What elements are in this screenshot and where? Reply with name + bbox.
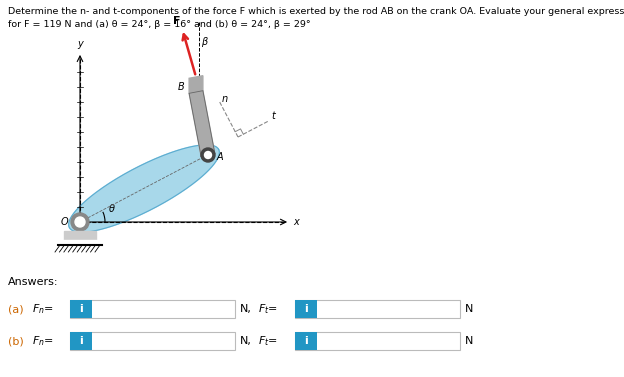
Text: for F = 119 N and (a) θ = 24°, β = 16° and (b) θ = 24°, β = 29°: for F = 119 N and (a) θ = 24°, β = 16° a… xyxy=(8,20,311,29)
FancyBboxPatch shape xyxy=(295,332,460,350)
Text: $F_t$=: $F_t$= xyxy=(258,302,278,316)
Text: N: N xyxy=(465,336,474,346)
Text: $F_n$=: $F_n$= xyxy=(32,334,54,348)
FancyBboxPatch shape xyxy=(70,332,235,350)
Circle shape xyxy=(201,148,215,162)
Polygon shape xyxy=(64,231,96,240)
Text: N,: N, xyxy=(240,304,252,314)
Text: Answers:: Answers: xyxy=(8,277,59,287)
Text: $\theta$: $\theta$ xyxy=(108,202,116,214)
Circle shape xyxy=(75,217,85,227)
Polygon shape xyxy=(60,240,100,245)
FancyBboxPatch shape xyxy=(295,300,317,318)
Text: F: F xyxy=(173,16,180,26)
Circle shape xyxy=(205,152,212,158)
Text: $\beta$: $\beta$ xyxy=(201,35,209,49)
Text: t: t xyxy=(271,111,275,121)
Text: Determine the n- and t-components of the force F which is exerted by the rod AB : Determine the n- and t-components of the… xyxy=(8,7,624,16)
Text: $F_n$=: $F_n$= xyxy=(32,302,54,316)
Polygon shape xyxy=(69,145,219,232)
Text: A: A xyxy=(217,152,223,162)
Text: i: i xyxy=(304,336,308,346)
FancyBboxPatch shape xyxy=(70,332,92,350)
Text: n: n xyxy=(222,93,228,104)
Text: (b): (b) xyxy=(8,336,24,346)
Circle shape xyxy=(71,213,89,231)
Text: $F_t$=: $F_t$= xyxy=(258,334,278,348)
Text: y: y xyxy=(77,39,83,49)
Text: (a): (a) xyxy=(8,304,24,314)
Polygon shape xyxy=(189,91,215,156)
Text: O: O xyxy=(61,217,68,227)
Text: i: i xyxy=(79,336,83,346)
Text: B: B xyxy=(177,82,184,92)
FancyBboxPatch shape xyxy=(295,332,317,350)
FancyBboxPatch shape xyxy=(70,300,92,318)
Polygon shape xyxy=(189,76,203,93)
Text: i: i xyxy=(304,304,308,314)
FancyBboxPatch shape xyxy=(70,300,235,318)
Text: i: i xyxy=(79,304,83,314)
Text: N,: N, xyxy=(240,336,252,346)
Text: N: N xyxy=(465,304,474,314)
Text: x: x xyxy=(293,217,299,227)
FancyBboxPatch shape xyxy=(295,300,460,318)
